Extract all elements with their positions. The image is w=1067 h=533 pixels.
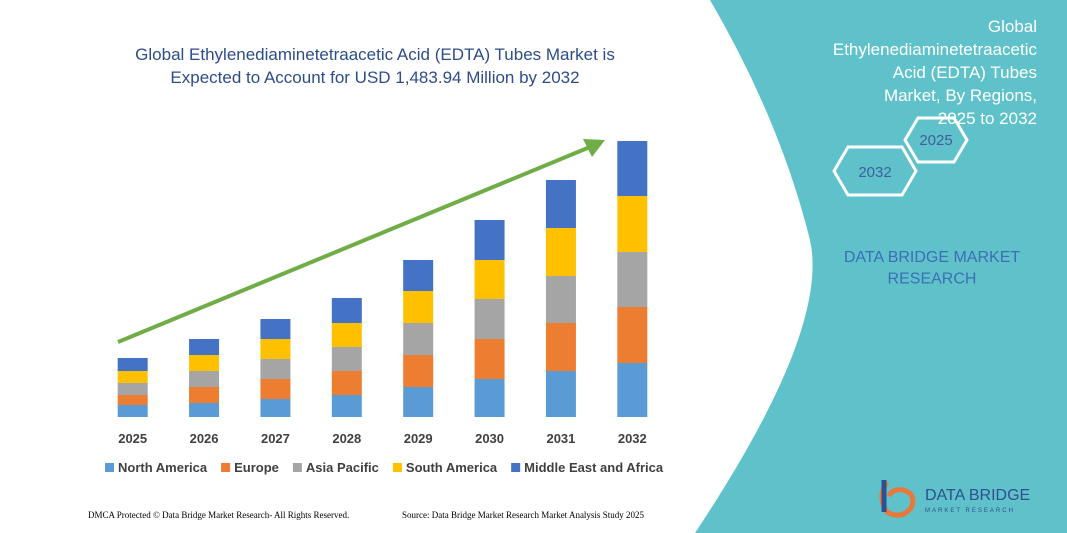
bar-segment (117, 358, 148, 371)
x-tick-label: 2031 (546, 431, 575, 446)
hex-label: 2025 (919, 132, 952, 149)
bar-segment (331, 323, 362, 347)
bar-segment (260, 359, 291, 379)
trend-arrow (117, 145, 591, 344)
legend-label: Asia Pacific (306, 460, 379, 475)
legend-swatch (392, 463, 402, 472)
bar-segment (260, 379, 291, 399)
bar-segment (403, 291, 434, 323)
logo-name: DATA BRIDGE (925, 487, 1030, 504)
footer-left: DMCA Protected © Data Bridge Market Rese… (88, 510, 349, 520)
hexagon (832, 145, 918, 197)
bar-segment (331, 298, 362, 323)
bar-segment (260, 399, 291, 417)
legend-swatch (511, 463, 521, 472)
footer-right: Source: Data Bridge Market Research Mark… (402, 510, 644, 520)
legend-swatch (221, 463, 231, 472)
bar-segment (545, 323, 576, 371)
side-panel (695, 0, 1067, 533)
bar-segment (545, 276, 576, 323)
bar-segment (117, 405, 148, 417)
bar-segment (403, 260, 434, 291)
bar-segment (545, 228, 576, 276)
chart-title: Global Ethylenediaminetetraacetic Acid (… (135, 45, 615, 87)
bar-segment (545, 180, 576, 228)
bar-segment (189, 339, 220, 355)
legend-swatch (292, 463, 302, 472)
x-tick-label: 2027 (261, 431, 290, 446)
x-tick-label: 2032 (618, 431, 647, 446)
hex-label: 2032 (858, 164, 891, 181)
bar-segment (260, 339, 291, 359)
bar-segment (331, 395, 362, 417)
bar-segment (617, 141, 648, 196)
bar-segment (545, 371, 576, 417)
bar-segment (260, 319, 291, 339)
bar-segment (117, 371, 148, 383)
x-tick-label: 2026 (190, 431, 219, 446)
bar-segment (189, 403, 220, 417)
bar-segment (617, 307, 648, 363)
legend-swatch (105, 463, 114, 472)
bar-segment (617, 196, 648, 252)
hexagon (903, 116, 969, 164)
bar-segment (474, 339, 505, 379)
bar-segment (474, 260, 505, 299)
trend-arrow-head (583, 139, 605, 157)
bar-segment (617, 363, 648, 417)
bar-segment (474, 220, 505, 260)
bar-segment (189, 371, 220, 387)
legend-label: South America (406, 460, 498, 475)
bar-segment (117, 395, 148, 405)
bar-segment (189, 387, 220, 403)
logo-tagline: MARKET RESEARCH (925, 508, 1015, 514)
panel-brand: DATA BRIDGE MARKET RESEARCH (844, 249, 1021, 288)
bar-segment (403, 355, 434, 387)
x-tick-label: 2030 (475, 431, 504, 446)
bar-segment (617, 252, 648, 307)
x-tick-label: 2025 (118, 431, 147, 446)
x-tick-label: 2029 (404, 431, 433, 446)
bar-segment (474, 299, 505, 339)
legend-label: Europe (234, 460, 279, 475)
bar-segment (117, 383, 148, 395)
legend-label: Middle East and Africa (524, 460, 664, 475)
legend-label: North America (118, 460, 208, 475)
bar-segment (331, 371, 362, 395)
plot: 2025 2026 2027 2028 2029 2030 2031 2032 North Am… (105, 141, 664, 475)
bar-segment (403, 323, 434, 355)
x-tick-label: 2028 (332, 431, 361, 446)
bar-segment (403, 387, 434, 417)
panel-title: Global Ethylenediaminetetraacetic Acid (ED… (833, 17, 1038, 128)
bar-segment (189, 355, 220, 371)
bar-segment (331, 347, 362, 371)
bar-segment (474, 379, 505, 417)
